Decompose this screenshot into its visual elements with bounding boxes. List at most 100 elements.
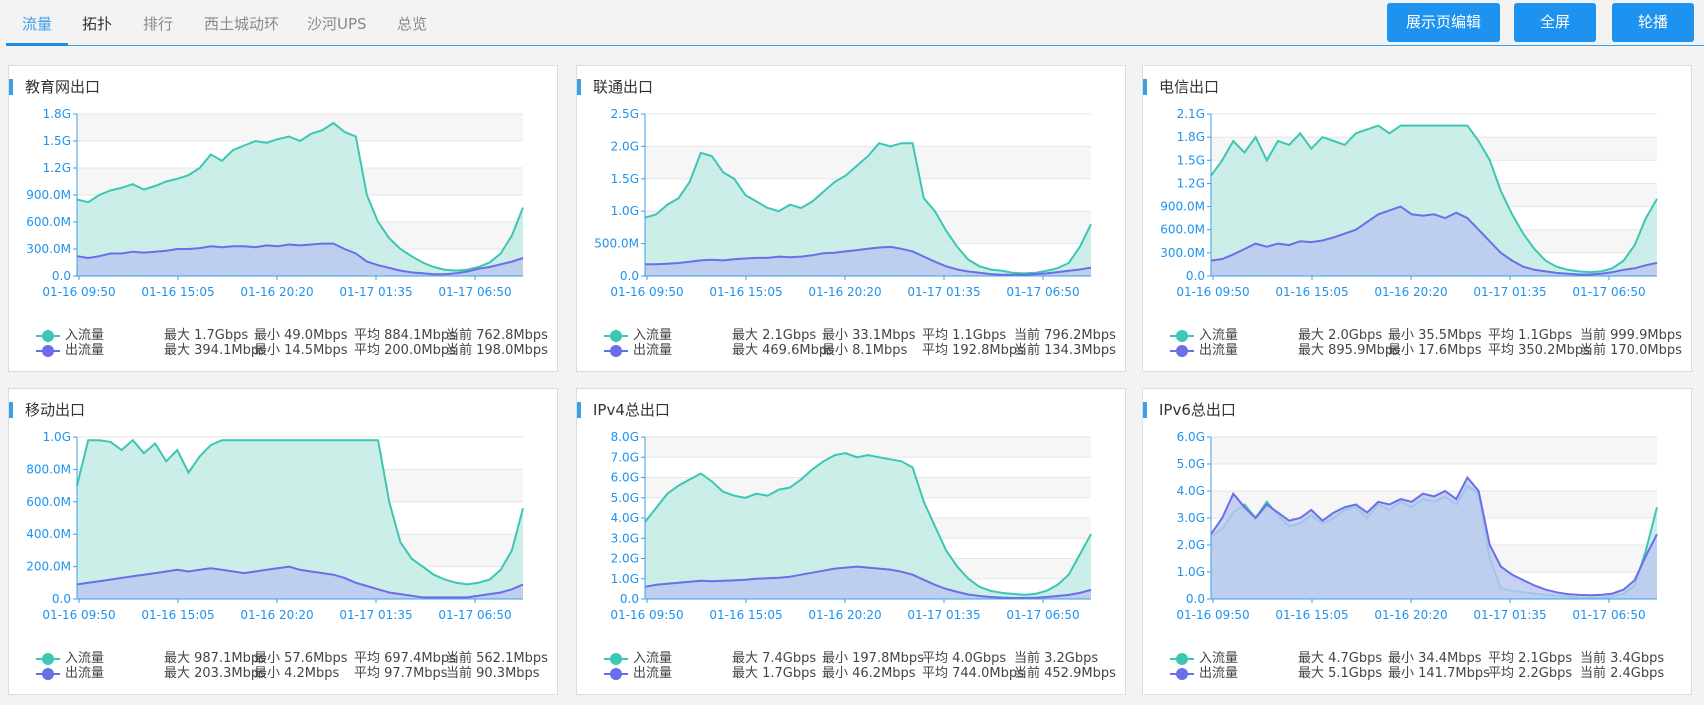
y-tick-label: 300.0M [26, 242, 71, 256]
stat-max: 最大 2.0Gbps [1298, 328, 1383, 343]
chart-legend: 入流量 最大 4.7Gbps 最小 34.4Mbps 平均 2.1Gbps 当前 3.4… [1143, 651, 1693, 687]
y-tick-label: 2.0G [1177, 538, 1205, 552]
legend-row-in[interactable]: 入流量 最大 7.4Gbps 最小 197.8Mbps 平均 4.0Gbps 当前 3.… [577, 651, 1127, 667]
legend-row-in[interactable]: 入流量 最大 4.7Gbps 最小 34.4Mbps 平均 2.1Gbps 当前 3.4… [1143, 651, 1693, 667]
y-tick-label: 1.0G [43, 430, 71, 444]
stat-current: 当前 999.9Mbps [1580, 328, 1682, 343]
stat-min: 最小 46.2Mbps [822, 666, 916, 681]
series-area-out [1211, 477, 1657, 599]
y-tick-label: 600.0M [26, 215, 71, 229]
x-tick-label: 01-17 06:50 [438, 608, 511, 622]
x-tick-label: 01-16 20:20 [240, 608, 313, 622]
legend-series-name: 出流量 [1199, 666, 1239, 681]
x-tick-label: 01-16 15:05 [1275, 608, 1348, 622]
carousel-button[interactable]: 轮播 [1612, 3, 1694, 42]
grid-band [1211, 437, 1657, 464]
tab-ranking[interactable]: 排行 [143, 15, 174, 33]
y-tick-label: 1.2G [1177, 176, 1205, 190]
legend-series-name: 入流量 [633, 651, 673, 666]
y-tick-label: 1.0G [1177, 565, 1205, 579]
legend-marker-dot [1176, 345, 1188, 357]
x-tick-label: 01-16 15:05 [141, 608, 214, 622]
stat-current: 当前 90.3Mbps [446, 666, 540, 681]
stat-max: 最大 203.3Mbps [164, 666, 266, 681]
legend-row-out[interactable]: 出流量 最大 1.7Gbps 最小 46.2Mbps 平均 744.0Mbps 当前 4… [577, 666, 1127, 682]
stat-max: 最大 895.9Mbps [1298, 343, 1400, 358]
y-tick-label: 0.0 [1186, 269, 1205, 283]
series-line-in [644, 452, 1092, 596]
y-tick-label: 1.8G [1177, 130, 1205, 144]
chart-panel-edu: 教育网出口 0.0 300.0M 600.0M 900.0M 1.2G 1.5G 1.8G 01… [8, 65, 558, 372]
legend-row-out[interactable]: 出流量 最大 5.1Gbps 最小 141.7Mbps 平均 2.2Gbps 当前 2.… [1143, 666, 1693, 682]
legend-marker-dot [610, 653, 622, 665]
chart-panel-telecom: 电信出口 0.0 300.0M 600.0M 900.0M 1.2G 1.5G 1.8G 2.1… [1142, 65, 1692, 372]
legend-marker-dot [42, 330, 54, 342]
x-tick-label: 01-17 01:35 [1473, 608, 1546, 622]
legend-row-out[interactable]: 出流量 最大 203.3Mbps 最小 4.2Mbps 平均 97.7Mbps 当前 9… [9, 666, 559, 682]
legend-marker-dot [42, 345, 54, 357]
y-tick-label: 1.8G [43, 107, 71, 121]
legend-marker-dot [42, 668, 54, 680]
x-tick-label: 01-17 06:50 [438, 285, 511, 299]
stat-current: 当前 562.1Mbps [446, 651, 548, 666]
y-tick-label: 4.0G [1177, 484, 1205, 498]
x-tick-label: 01-16 09:50 [1176, 285, 1249, 299]
chart-legend: 入流量 最大 987.1Mbps 最小 57.6Mbps 平均 697.4Mbps 当前… [9, 651, 559, 687]
fullscreen-button[interactable]: 全屏 [1514, 3, 1596, 42]
legend-row-out[interactable]: 出流量 最大 394.1Mbps 最小 14.5Mbps 平均 200.0Mbps 当前… [9, 343, 559, 359]
y-tick-label: 900.0M [26, 188, 71, 202]
y-tick-label: 1.0G [611, 572, 639, 586]
panel-title: IPv6总出口 [1143, 400, 1236, 420]
stat-max: 最大 1.7Gbps [164, 328, 249, 343]
series-area-in [1211, 125, 1657, 276]
edit-display-button[interactable]: 展示页编辑 [1387, 3, 1500, 42]
y-tick-label: 900.0M [1160, 200, 1205, 214]
legend-row-in[interactable]: 入流量 最大 2.1Gbps 最小 33.1Mbps 平均 1.1Gbps 当前 796… [577, 328, 1127, 344]
tab-shahe-ups[interactable]: 沙河UPS [307, 15, 367, 33]
legend-series-name: 入流量 [1199, 651, 1239, 666]
series-area-in [645, 453, 1091, 599]
legend-marker-dot [610, 668, 622, 680]
stat-max: 最大 2.1Gbps [732, 328, 817, 343]
legend-marker-dot [610, 330, 622, 342]
panel-title: 移动出口 [9, 400, 85, 420]
stat-max: 最大 394.1Mbps [164, 343, 266, 358]
tab-topology[interactable]: 拓扑 [82, 15, 113, 33]
tab-overview[interactable]: 总览 [397, 15, 428, 33]
legend-row-in[interactable]: 入流量 最大 1.7Gbps 最小 49.0Mbps 平均 884.1Mbps 当前 7… [9, 328, 559, 344]
stat-min: 最小 49.0Mbps [254, 328, 348, 343]
legend-row-in[interactable]: 入流量 最大 2.0Gbps 最小 35.5Mbps 平均 1.1Gbps 当前 999… [1143, 328, 1693, 344]
series-area-out [1211, 206, 1657, 276]
stat-current: 当前 762.8Mbps [446, 328, 548, 343]
legend-series-name: 出流量 [65, 666, 105, 681]
x-tick-label: 01-16 15:05 [709, 285, 782, 299]
y-tick-label: 5.0G [611, 491, 639, 505]
legend-row-out[interactable]: 出流量 最大 469.6Mbps 最小 8.1Mbps 平均 192.8Mbps 当前 … [577, 343, 1127, 359]
legend-marker-icon [36, 345, 60, 357]
y-tick-label: 2.0G [611, 552, 639, 566]
panel-title: 联通出口 [577, 77, 653, 97]
y-tick-label: 0.0 [52, 592, 71, 606]
series-area-out [77, 566, 523, 599]
x-tick-label: 01-16 20:20 [240, 285, 313, 299]
y-tick-label: 7.0G [611, 450, 639, 464]
y-tick-label: 0.0 [620, 592, 639, 606]
y-tick-label: 2.1G [1177, 107, 1205, 121]
stat-current: 当前 796.2Mbps [1014, 328, 1116, 343]
legend-marker-dot [42, 653, 54, 665]
y-tick-label: 0.0 [52, 269, 71, 283]
stat-avg: 平均 200.0Mbps [354, 343, 456, 358]
tab-traffic[interactable]: 流量 [6, 0, 69, 46]
chart-legend: 入流量 最大 7.4Gbps 最小 197.8Mbps 平均 4.0Gbps 当前 3.… [577, 651, 1127, 687]
legend-row-out[interactable]: 出流量 最大 895.9Mbps 最小 17.6Mbps 平均 350.2Mbps 当前… [1143, 343, 1693, 359]
stat-avg: 平均 1.1Gbps [1488, 328, 1573, 343]
series-line-out [644, 565, 1092, 599]
traffic-chart: 0.0 1.0G 2.0G 3.0G 4.0G 5.0G 6.0G 01-16 09:50 01… [1176, 430, 1658, 622]
series-area-out [645, 246, 1091, 276]
tab-xitucheng-env[interactable]: 西土城动环 [204, 15, 280, 33]
legend-row-in[interactable]: 入流量 最大 987.1Mbps 最小 57.6Mbps 平均 697.4Mbps 当前… [9, 651, 559, 667]
stat-min: 最小 197.8Mbps [822, 651, 924, 666]
stat-max: 最大 987.1Mbps [164, 651, 266, 666]
legend-marker-icon [36, 668, 60, 680]
x-tick-label: 01-16 09:50 [1176, 608, 1249, 622]
